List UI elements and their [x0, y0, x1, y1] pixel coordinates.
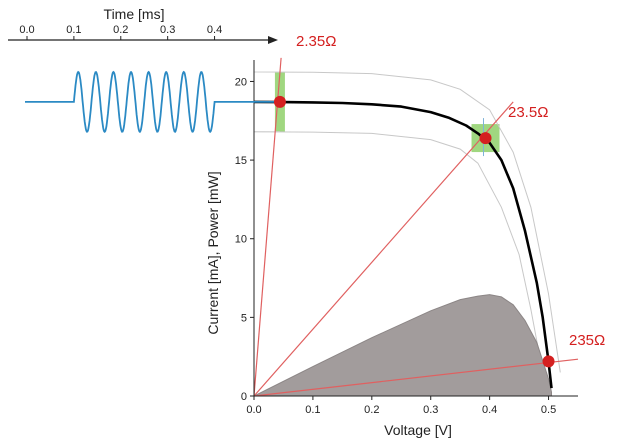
x-axis-title: Voltage [V] — [384, 422, 452, 438]
operating-point-2 — [542, 355, 555, 368]
y-tick-label-1: 5 — [241, 312, 247, 324]
iv-curve-line — [253, 100, 553, 389]
load-line-label-1: 23.5Ω — [508, 104, 548, 121]
operating-point-1 — [479, 132, 492, 145]
load-line-label-2: 235Ω — [569, 332, 605, 349]
x-tick-label-0: 0.0 — [246, 404, 261, 416]
time-tick-label-3: 0.3 — [160, 24, 175, 36]
time-axis-title: Time [ms] — [104, 6, 165, 22]
load-line-0 — [253, 57, 282, 397]
load-line-2 — [253, 358, 579, 397]
x-tick-label-4: 0.4 — [482, 404, 497, 416]
x-tick-label-5: 0.5 — [541, 404, 556, 416]
operating-points-layer — [273, 95, 555, 368]
time-axis-arrow-icon — [268, 36, 278, 44]
y-tick-label-3: 15 — [235, 155, 247, 167]
axes-layer — [8, 36, 578, 400]
curves-layer — [253, 57, 579, 397]
y-tick-label-0: 0 — [241, 391, 247, 403]
x-tick-label-3: 0.3 — [423, 404, 438, 416]
background-layer — [274, 72, 500, 153]
time-tick-label-4: 0.4 — [207, 24, 222, 36]
sine-burst-signal-line — [25, 70, 280, 134]
time-tick-label-1: 0.1 — [66, 24, 81, 36]
x-tick-label-1: 0.1 — [305, 404, 320, 416]
y-axis-title: Current [mA], Power [mW] — [205, 171, 221, 334]
load-line-label-0: 2.35Ω — [296, 33, 336, 50]
x-tick-label-2: 0.2 — [364, 404, 379, 416]
operating-point-0 — [273, 95, 286, 108]
time-signal-layer — [25, 70, 280, 134]
time-tick-label-2: 0.2 — [113, 24, 128, 36]
iv-envelope-upper-line — [253, 71, 561, 373]
load-line-1 — [253, 101, 514, 397]
labels-layer: Voltage [V] Current [mA], Power [mW] Tim… — [19, 6, 605, 438]
y-tick-label-2: 10 — [235, 234, 247, 246]
time-tick-label-0: 0.0 — [19, 24, 34, 36]
y-tick-label-4: 20 — [235, 76, 247, 88]
iv-envelope-lower-line — [253, 131, 544, 373]
